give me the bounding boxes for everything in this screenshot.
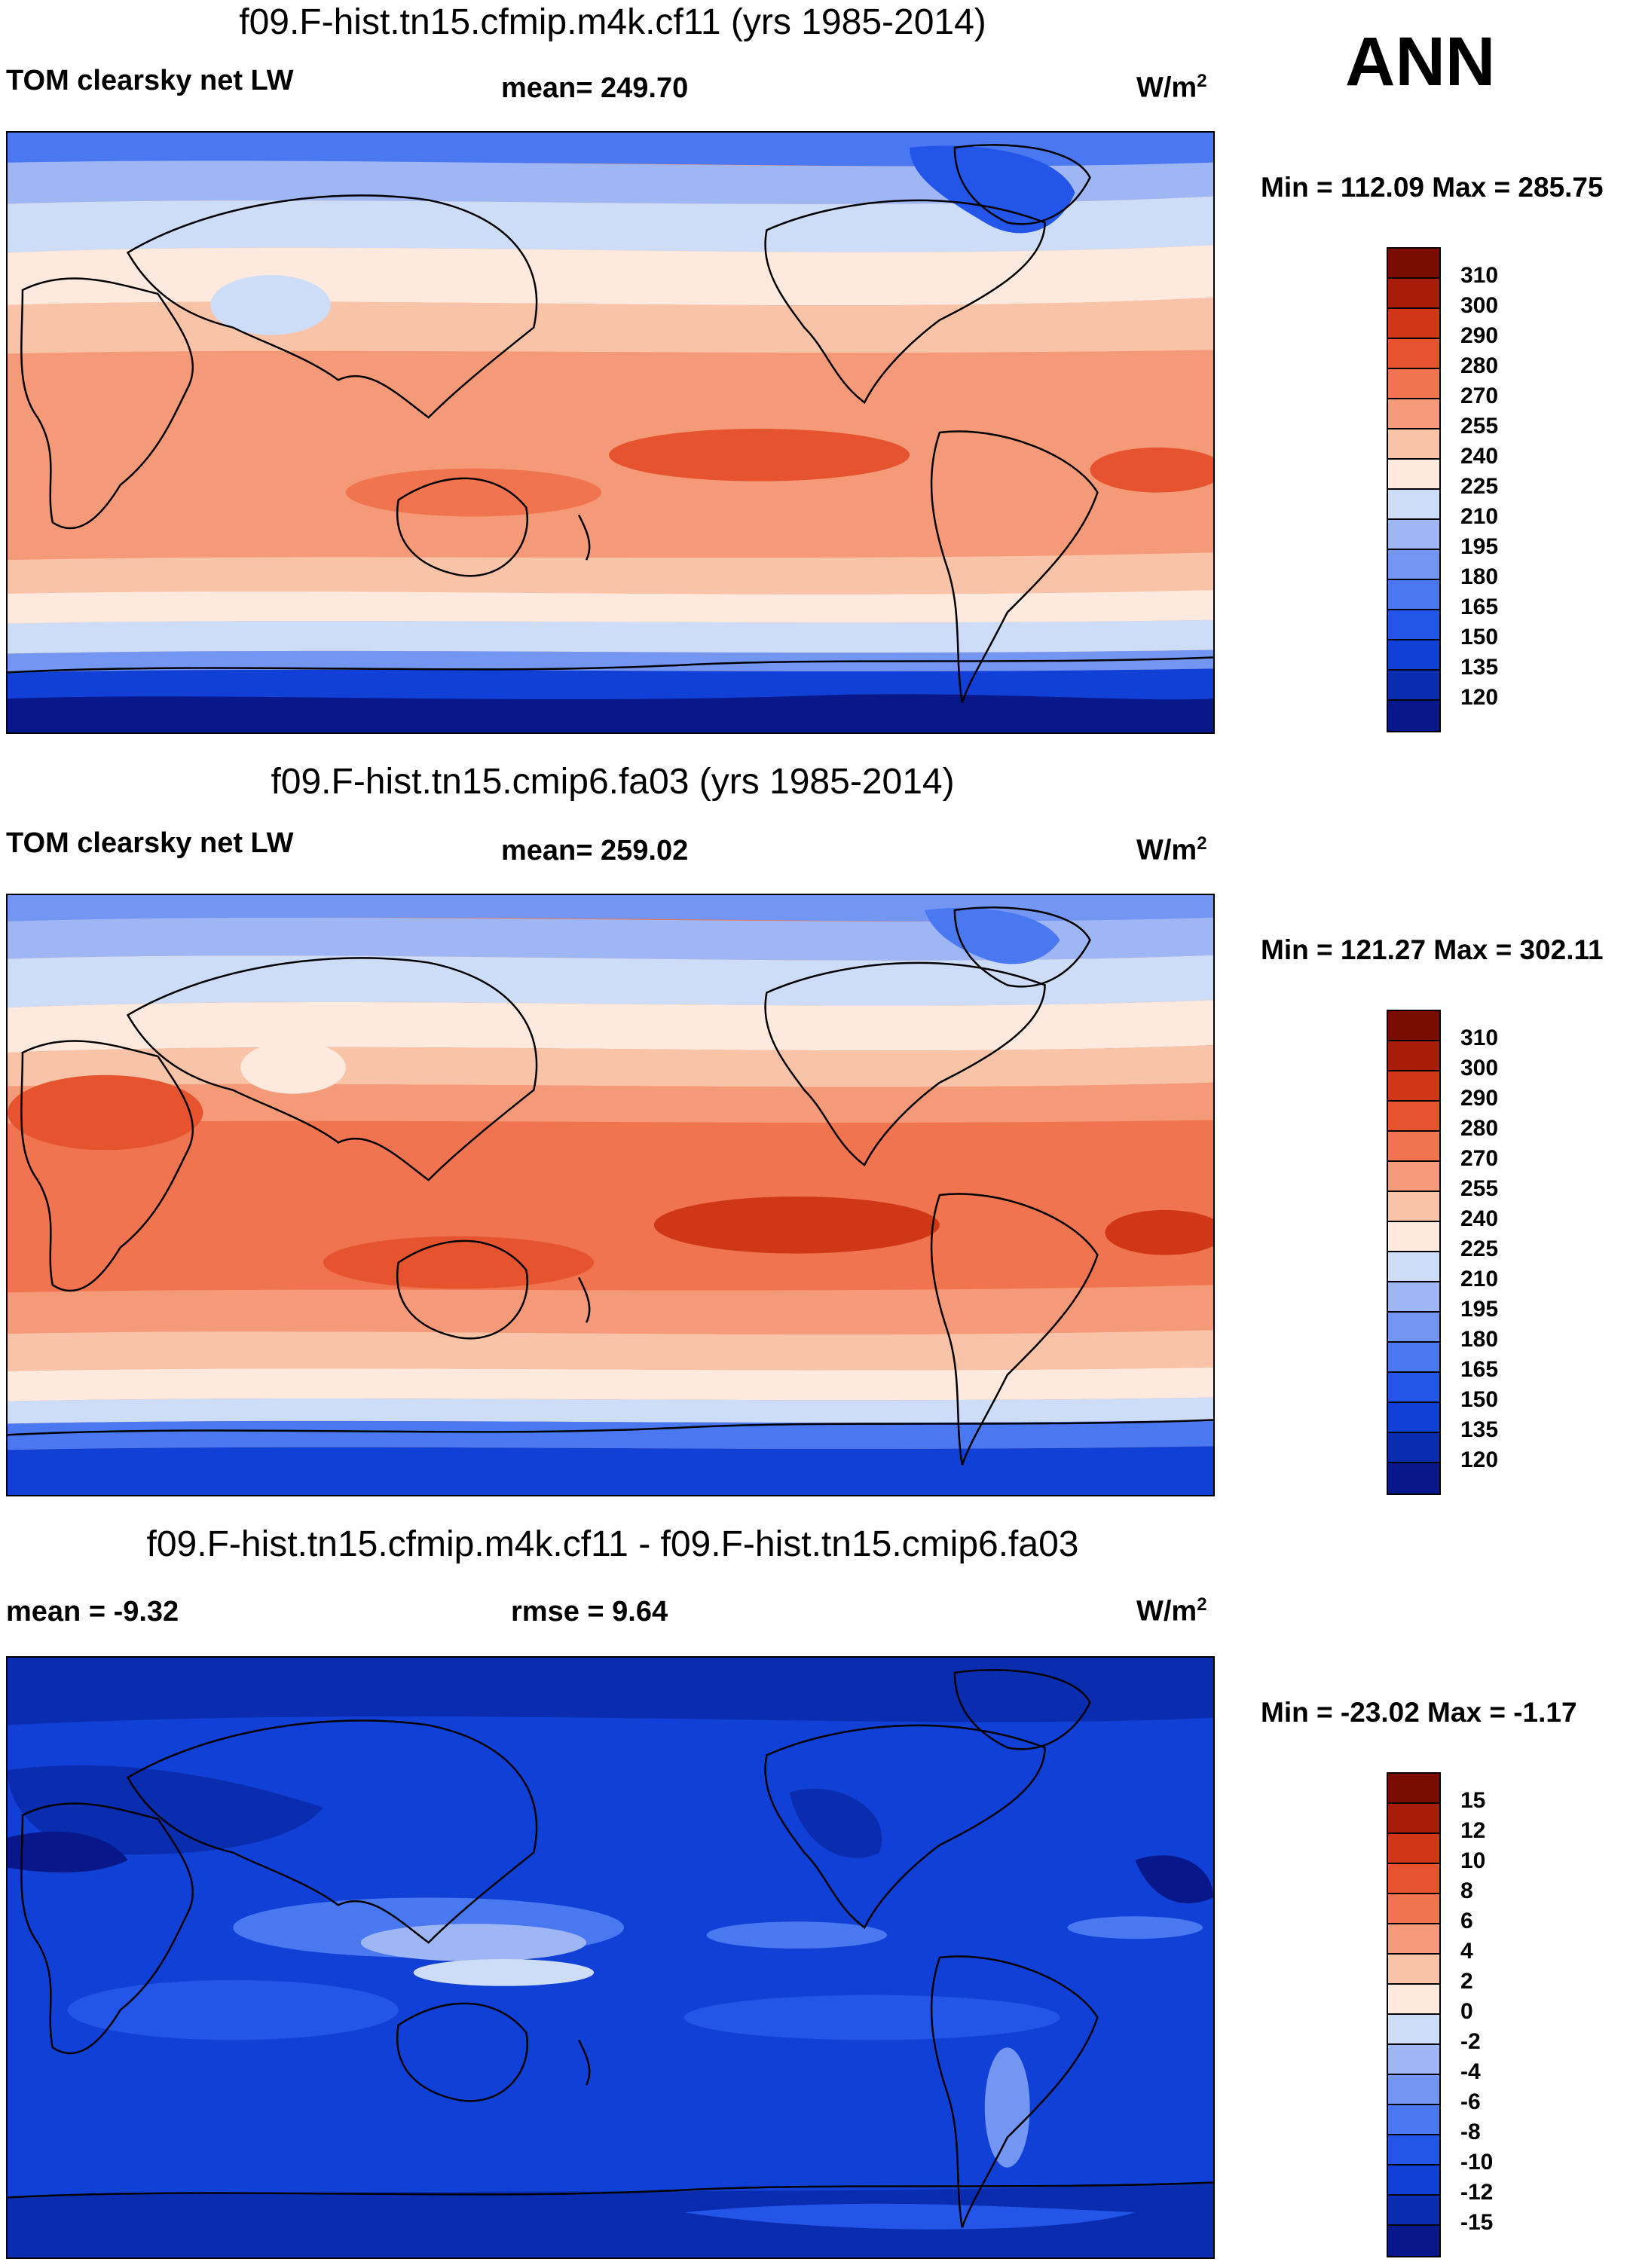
colorbar-tick-label: 10 bbox=[1460, 1848, 1486, 1873]
panel2-left-label: TOM clearsky net LW bbox=[6, 827, 294, 859]
colorbar-tick-label: 270 bbox=[1460, 384, 1499, 408]
colorbar-tick-label: -15 bbox=[1460, 2210, 1494, 2235]
panel2-units: W/m2 bbox=[1136, 833, 1207, 867]
panel2-minmax: Min = 121.27 Max = 302.11 bbox=[1261, 934, 1604, 965]
season-label: ANN bbox=[1345, 23, 1496, 100]
panel1-left-label: TOM clearsky net LW bbox=[6, 65, 294, 96]
colorbar-tick-label: 195 bbox=[1460, 534, 1499, 559]
colorbar-tick-label: 310 bbox=[1460, 1025, 1499, 1050]
colorbar-tick-label: -4 bbox=[1460, 2059, 1481, 2084]
colorbar-tick-label: 280 bbox=[1460, 1116, 1499, 1141]
panel1-mean-label: mean= 249.70 bbox=[501, 72, 689, 104]
colorbar-tick-label: 310 bbox=[1460, 263, 1499, 288]
colorbar-tick-label: 150 bbox=[1460, 1387, 1499, 1412]
colorbar-tick-label: -2 bbox=[1460, 2029, 1481, 2054]
panel1-units: W/m2 bbox=[1136, 71, 1207, 104]
colorbar-tick-label: 225 bbox=[1460, 474, 1499, 499]
panel3-units: W/m2 bbox=[1136, 1594, 1207, 1628]
colorbar-tick-label: 290 bbox=[1460, 323, 1499, 348]
colorbar-tick-label: 210 bbox=[1460, 504, 1499, 529]
panel3-minmax: Min = -23.02 Max = -1.17 bbox=[1261, 1697, 1577, 1728]
panel1-colorbar bbox=[1387, 247, 1441, 732]
colorbar-tick-label: 0 bbox=[1460, 1999, 1473, 2024]
colorbar-tick-label: -6 bbox=[1460, 2089, 1481, 2114]
panel1-map bbox=[6, 131, 1215, 734]
panel3-rmse-label: rmse = 9.64 bbox=[511, 1596, 668, 1628]
colorbar-tick-label: 225 bbox=[1460, 1236, 1499, 1261]
colorbar-tick-label: 240 bbox=[1460, 1206, 1499, 1231]
colorbar-tick-label: 135 bbox=[1460, 1417, 1499, 1442]
colorbar-tick-label: 290 bbox=[1460, 1086, 1499, 1111]
panel3-title: f09.F-hist.tn15.cfmip.m4k.cf11 - f09.F-h… bbox=[146, 1524, 1079, 1564]
panel2-mean-label: mean= 259.02 bbox=[501, 835, 689, 867]
colorbar-tick-label: 255 bbox=[1460, 414, 1499, 439]
panel3-colorbar bbox=[1387, 1772, 1441, 2257]
colorbar-tick-label: 15 bbox=[1460, 1788, 1486, 1813]
colorbar-tick-label: 255 bbox=[1460, 1176, 1499, 1201]
panel2-colorbar bbox=[1387, 1010, 1441, 1495]
colorbar-tick-label: 165 bbox=[1460, 595, 1499, 619]
colorbar-tick-label: 180 bbox=[1460, 564, 1499, 589]
colorbar-tick-label: 2 bbox=[1460, 1969, 1473, 1994]
colorbar-tick-label: 195 bbox=[1460, 1297, 1499, 1322]
colorbar-tick-label: -10 bbox=[1460, 2150, 1494, 2175]
colorbar-tick-label: 210 bbox=[1460, 1267, 1499, 1291]
colorbar-tick-label: 240 bbox=[1460, 444, 1499, 469]
colorbar-tick-label: 4 bbox=[1460, 1939, 1473, 1964]
colorbar-tick-label: 280 bbox=[1460, 353, 1499, 378]
colorbar-tick-label: 300 bbox=[1460, 1056, 1499, 1081]
colorbar-tick-label: 120 bbox=[1460, 685, 1499, 710]
colorbar-tick-label: 135 bbox=[1460, 655, 1499, 680]
colorbar-tick-label: 12 bbox=[1460, 1818, 1486, 1843]
colorbar-tick-label: 180 bbox=[1460, 1327, 1499, 1352]
colorbar-tick-label: 300 bbox=[1460, 293, 1499, 318]
panel2-title: f09.F-hist.tn15.cmip6.fa03 (yrs 1985-201… bbox=[271, 762, 955, 802]
colorbar-tick-label: -8 bbox=[1460, 2120, 1481, 2144]
panel3-map bbox=[6, 1656, 1215, 2259]
colorbar-tick-label: 165 bbox=[1460, 1357, 1499, 1382]
colorbar-tick-label: 8 bbox=[1460, 1878, 1473, 1903]
colorbar-tick-label: 6 bbox=[1460, 1909, 1473, 1933]
panel1-title: f09.F-hist.tn15.cfmip.m4k.cf11 (yrs 1985… bbox=[239, 2, 986, 42]
panel2-map bbox=[6, 894, 1215, 1496]
panel3-mean-label: mean = -9.32 bbox=[6, 1596, 179, 1628]
panel1-minmax: Min = 112.09 Max = 285.75 bbox=[1261, 172, 1604, 203]
colorbar-tick-label: 270 bbox=[1460, 1146, 1499, 1171]
colorbar-tick-label: 120 bbox=[1460, 1447, 1499, 1472]
colorbar-tick-label: -12 bbox=[1460, 2180, 1494, 2205]
colorbar-tick-label: 150 bbox=[1460, 625, 1499, 650]
